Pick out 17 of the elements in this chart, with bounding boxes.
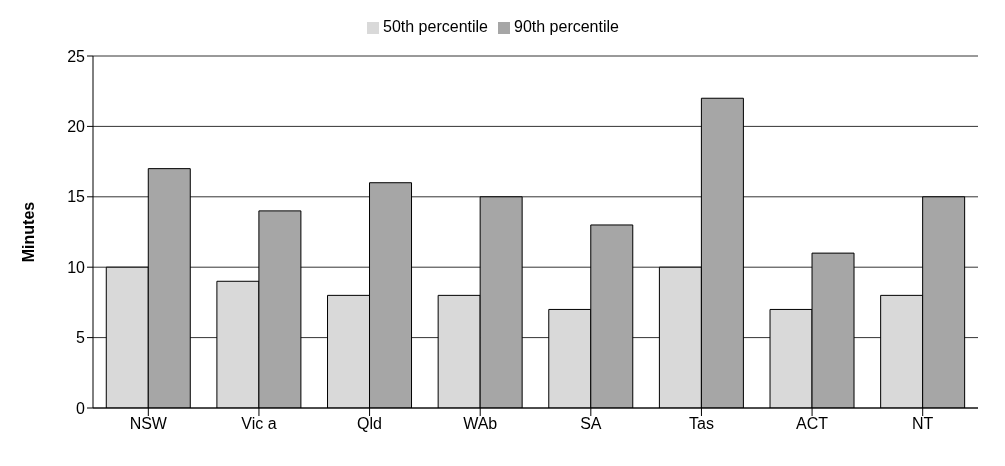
x-tick-label: Vic a — [241, 415, 277, 433]
y-tick-label: 5 — [76, 329, 86, 347]
legend-label: 90th percentile — [514, 18, 619, 35]
x-tick-label: SA — [580, 415, 602, 433]
y-tick-label: 25 — [67, 47, 86, 65]
y-tick-label: 20 — [67, 118, 86, 136]
y-tick-label: 0 — [76, 399, 86, 417]
x-tick-label: WAb — [463, 415, 498, 433]
x-tick-label: NT — [912, 415, 934, 433]
x-tick-label: Tas — [688, 415, 714, 433]
legend-label: 50th percentile — [383, 18, 488, 35]
x-tick-label: Qld — [357, 415, 383, 433]
x-tick-label: NSW — [129, 415, 168, 433]
y-tick-label: 15 — [67, 188, 86, 206]
y-axis-title: Minutes — [19, 201, 37, 263]
y-tick-label: 10 — [67, 258, 86, 276]
x-tick-label: ACT — [796, 415, 829, 433]
